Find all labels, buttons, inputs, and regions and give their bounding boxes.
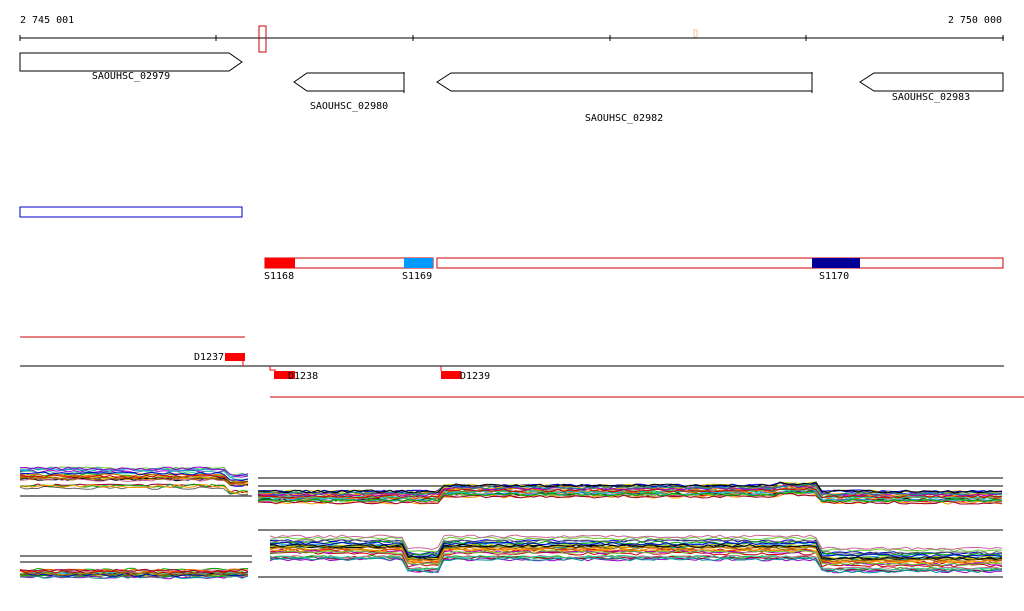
forward-feature-box[interactable] xyxy=(19,206,243,218)
expression-profile-line xyxy=(257,481,1003,494)
ruler-end-label: 2 750 000 xyxy=(948,15,1002,26)
expression-profile-line xyxy=(269,549,1002,566)
deletion-label: D1238 xyxy=(288,371,318,382)
ruler-ticks xyxy=(19,35,1004,41)
expression-profile-line xyxy=(19,575,249,580)
gene-label: SAOUHSC_02979 xyxy=(92,71,170,82)
deletion-D1238[interactable]: D1238 xyxy=(269,366,318,382)
segment-S1170[interactable]: S1170 xyxy=(812,258,860,282)
selection-marker[interactable] xyxy=(258,25,267,53)
expression-profile-line xyxy=(257,490,1003,503)
expression-profile-line xyxy=(269,534,1003,551)
expression-profile-line xyxy=(19,483,249,494)
ruler-small-marker xyxy=(693,29,698,38)
gene-arrow-reverse[interactable] xyxy=(859,72,1004,92)
expression-profile-line xyxy=(19,484,249,495)
coordinate-ruler: 2 745 001 2 750 000 xyxy=(19,15,1004,53)
gene-label: SAOUHSC_02982 xyxy=(585,113,663,124)
expression-track-reverse xyxy=(19,529,1003,580)
expression-profile-line xyxy=(19,471,249,482)
expression-profile-line xyxy=(19,467,249,477)
deletion-D1239[interactable]: D1239 xyxy=(440,366,490,382)
expression-track-forward xyxy=(19,466,1003,505)
expression-profile-line xyxy=(19,571,249,576)
expression-profile-line xyxy=(19,466,249,477)
expression-profile-line xyxy=(19,474,249,484)
expression-profile-line xyxy=(269,538,1003,556)
gene-arrow-reverse[interactable] xyxy=(293,72,405,92)
expression-profile-line xyxy=(257,492,1003,505)
expression-profile-line xyxy=(257,486,1003,499)
expression-profile-line xyxy=(269,543,1003,560)
expression-profile-line xyxy=(19,477,249,486)
gene-label: SAOUHSC_02983 xyxy=(892,92,970,103)
expression-profile-line xyxy=(269,541,1003,558)
segment-S1168[interactable]: S1168 xyxy=(264,258,295,282)
gene-arrow-reverse[interactable] xyxy=(436,72,813,92)
expression-profile-line xyxy=(19,568,249,573)
segment-label: S1169 xyxy=(402,271,432,282)
deletion-marker[interactable] xyxy=(441,371,461,379)
gene-arrow-forward[interactable] xyxy=(19,52,243,72)
expression-profile-line xyxy=(269,551,1003,568)
deletion-track: D1237 D1238 D1239 xyxy=(20,336,1024,398)
segment-block[interactable] xyxy=(265,258,295,268)
segment-block[interactable] xyxy=(404,258,433,268)
deletion-label: D1239 xyxy=(460,371,490,382)
gene-SAOUHSC_02979[interactable]: SAOUHSC_02979 xyxy=(19,52,243,82)
segment-S1169[interactable]: S1169 xyxy=(402,258,433,282)
gene-SAOUHSC_02983[interactable]: SAOUHSC_02983 xyxy=(859,72,1004,103)
ruler-start-label: 2 745 001 xyxy=(20,15,74,26)
deletion-marker[interactable] xyxy=(225,353,245,361)
deletion-label: D1237 xyxy=(194,352,224,363)
deletion-D1237[interactable]: D1237 xyxy=(194,352,245,366)
gene-SAOUHSC_02982[interactable]: SAOUHSC_02982 xyxy=(436,72,813,124)
deletion-marker[interactable] xyxy=(274,371,295,379)
segment-label: S1170 xyxy=(819,271,849,282)
expression-profile-line xyxy=(19,569,249,574)
segment-block[interactable] xyxy=(812,258,860,268)
gene-label: SAOUHSC_02980 xyxy=(310,101,388,112)
segment-label: S1168 xyxy=(264,271,294,282)
expression-profile-line xyxy=(269,557,1003,574)
expression-profile-line xyxy=(269,554,1003,571)
segment-outline-right[interactable] xyxy=(436,257,1004,269)
expression-profile-line xyxy=(269,546,1003,562)
expression-profile-line xyxy=(19,483,249,494)
gene-SAOUHSC_02980[interactable]: SAOUHSC_02980 xyxy=(293,72,405,112)
expression-profile-line xyxy=(19,476,249,487)
gene-track: SAOUHSC_02979 SAOUHSC_02980 SAOUHSC_0298… xyxy=(19,52,1004,124)
expression-profile-line xyxy=(269,557,1003,574)
segment-track: S1168 S1169 S1170 xyxy=(264,257,1004,282)
